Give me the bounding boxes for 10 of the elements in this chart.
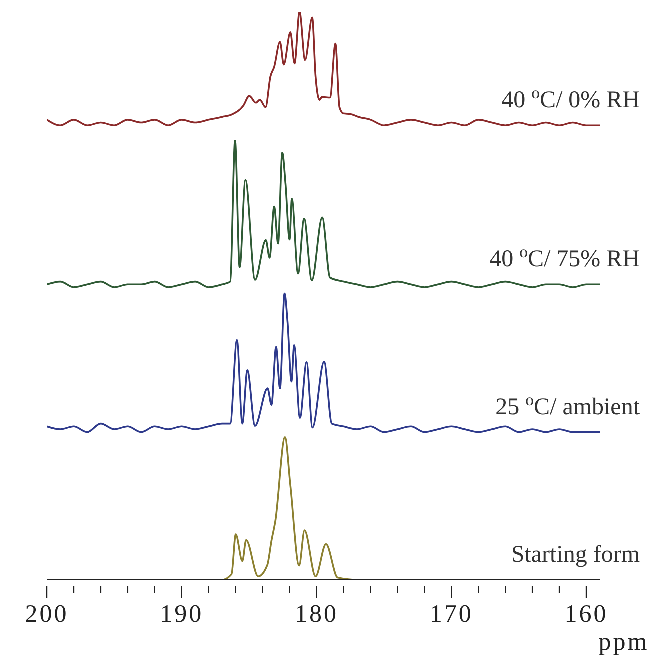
x-tick-label: 200 — [25, 601, 69, 628]
series-label: Starting form — [511, 542, 640, 568]
x-tick-label: 170 — [430, 601, 474, 628]
x-tick-label: 180 — [295, 601, 339, 628]
x-tick-label: 190 — [160, 601, 204, 628]
series-label: 25 $^{o}$C/ ambient — [496, 390, 640, 420]
series-label: 40 $^{o}$C/ 75% RH — [490, 242, 640, 273]
x-tick-label: 160 — [564, 601, 608, 628]
series-label: 40 $^{o}$C/ 0% RH — [502, 83, 640, 114]
x-axis-title: ppm — [598, 629, 650, 656]
